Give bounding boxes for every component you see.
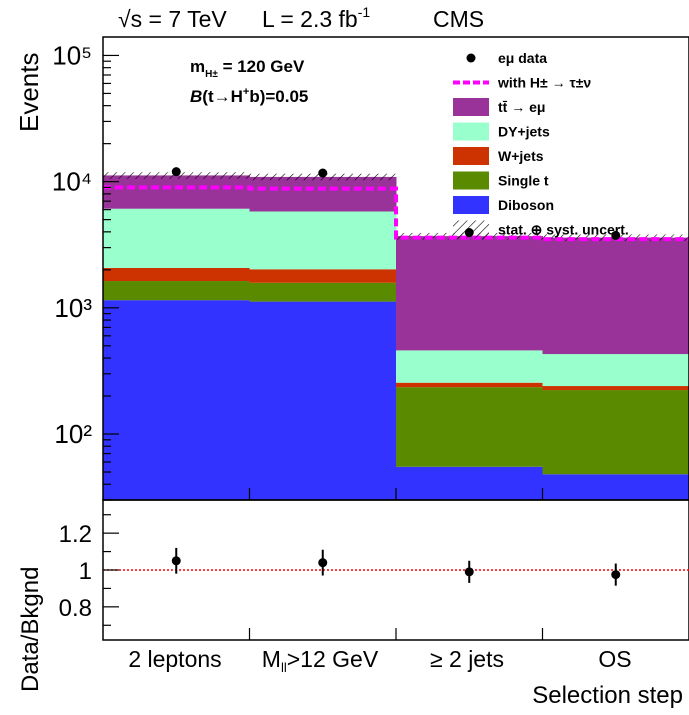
ratio-y-tick-label-0: 0.8 <box>59 595 92 622</box>
legend-item-6: Diboson <box>453 196 554 214</box>
legend-item-5: Single t <box>453 171 549 190</box>
stack-bar-dy-jets-1 <box>249 211 397 270</box>
data-point-3 <box>611 230 621 240</box>
stack-bar-w-jets-2 <box>396 382 543 388</box>
y-tick-label-1e4: 10⁴ <box>52 167 92 197</box>
stack-bar-diboson-1 <box>249 301 397 500</box>
legend-label-3: DY+jets <box>498 124 550 140</box>
legend-label-1: with H± → τ±ν <box>497 75 591 91</box>
main-y-axis-label: Events <box>14 53 44 133</box>
legend-label-6: Diboson <box>498 197 554 213</box>
header-lumi: L = 2.3 fb-1 <box>262 4 370 32</box>
legend-item-3: DY+jets <box>453 122 550 141</box>
y-tick-label-1e5: 10⁵ <box>52 40 92 70</box>
header-energy: √s = 7 TeV <box>118 6 227 32</box>
stack-bar-tt-e--2 <box>396 236 543 351</box>
x-axis-title: Selection step <box>532 682 683 709</box>
legend-swatch-0 <box>466 53 476 63</box>
legend-swatch-2 <box>453 98 489 116</box>
y-tick-label-1e3: 10³ <box>54 293 92 323</box>
legend-item-1: with H± → τ±ν <box>453 75 591 91</box>
legend-label-7: stat. ⊕ syst. uncert. <box>498 222 629 238</box>
stack-bar-tt-e--1 <box>249 176 397 212</box>
legend-label-0: eμ data <box>498 50 547 66</box>
ratio-axis-ticks: 0.8 1 1.2 <box>59 514 544 640</box>
legend-label-4: W+jets <box>498 148 544 164</box>
stack-bar-dy-jets-2 <box>396 350 543 383</box>
y-tick-label-1e2: 10² <box>54 419 92 449</box>
header-experiment: CMS <box>433 6 484 32</box>
stack-bar-w-jets-1 <box>249 269 397 283</box>
legend-swatch-5 <box>453 171 489 190</box>
stack-bar-dy-jets-0 <box>103 208 250 268</box>
br-annotation: B(t→H+b)=0.05 <box>190 86 308 106</box>
ratio-y-tick-label-1: 1 <box>79 558 92 585</box>
legend-swatch-7 <box>453 220 489 239</box>
data-point-0 <box>171 167 181 177</box>
stack-bar-single-t-3 <box>542 390 689 475</box>
mass-annotation: mH± = 120 GeV <box>190 57 305 80</box>
x-tick-label-os: OS <box>598 646 631 672</box>
ratio-point-0 <box>171 556 181 566</box>
legend: eμ data with H± → τ±ν tt̄ → eμ DY+jets W+jet… <box>453 50 629 239</box>
stack-bar-single-t-1 <box>249 282 397 302</box>
ratio-point-3 <box>611 570 621 580</box>
ratio-y-axis-label: Data/Bkgnd <box>17 567 44 692</box>
legend-label-2: tt̄ → eμ <box>498 99 545 115</box>
x-tick-label-mll-subscript: ll <box>281 660 287 675</box>
mass-subscript: H± <box>205 69 218 80</box>
stack-layer <box>103 175 689 500</box>
stack-bar-w-jets-3 <box>542 386 689 391</box>
ratio-point-1 <box>318 558 328 568</box>
stack-bar-tt-e--3 <box>542 237 689 355</box>
legend-item-7: stat. ⊕ syst. uncert. <box>453 220 629 239</box>
legend-swatch-3 <box>453 122 489 141</box>
legend-item-2: tt̄ → eμ <box>453 98 545 116</box>
legend-item-4: W+jets <box>453 147 544 165</box>
main-axis-ticks: 10² 10³ 10⁴ 10⁵ <box>52 40 544 501</box>
stack-bar-dy-jets-3 <box>542 354 689 387</box>
header-lumi-exponent: -1 <box>358 4 371 20</box>
legend-item-0: eμ data <box>466 50 547 66</box>
stack-bar-w-jets-0 <box>103 267 250 282</box>
br-superscript: + <box>243 86 249 98</box>
legend-label-5: Single t <box>498 173 549 189</box>
data-point-1 <box>318 168 328 178</box>
x-tick-label-2-jets: ≥ 2 jets <box>430 646 504 672</box>
stack-bar-single-t-0 <box>103 281 250 301</box>
signal-step-line <box>103 185 689 242</box>
ratio-point-2 <box>464 567 474 577</box>
ratio-y-tick-label-2: 1.2 <box>59 521 92 548</box>
signal-layer <box>103 185 689 242</box>
legend-swatch-6 <box>453 196 489 214</box>
x-tick-label-mll: Mll>12 GeV <box>262 646 379 675</box>
stack-bar-diboson-3 <box>542 474 689 500</box>
stack-bar-tt-e--0 <box>103 175 250 209</box>
ratio-layer <box>103 547 689 586</box>
stack-bar-single-t-2 <box>396 387 543 467</box>
stack-bar-diboson-2 <box>396 466 543 500</box>
x-tick-label-2-leptons: 2 leptons <box>128 646 221 672</box>
stack-bar-diboson-0 <box>103 300 250 500</box>
legend-swatch-4 <box>453 147 489 165</box>
